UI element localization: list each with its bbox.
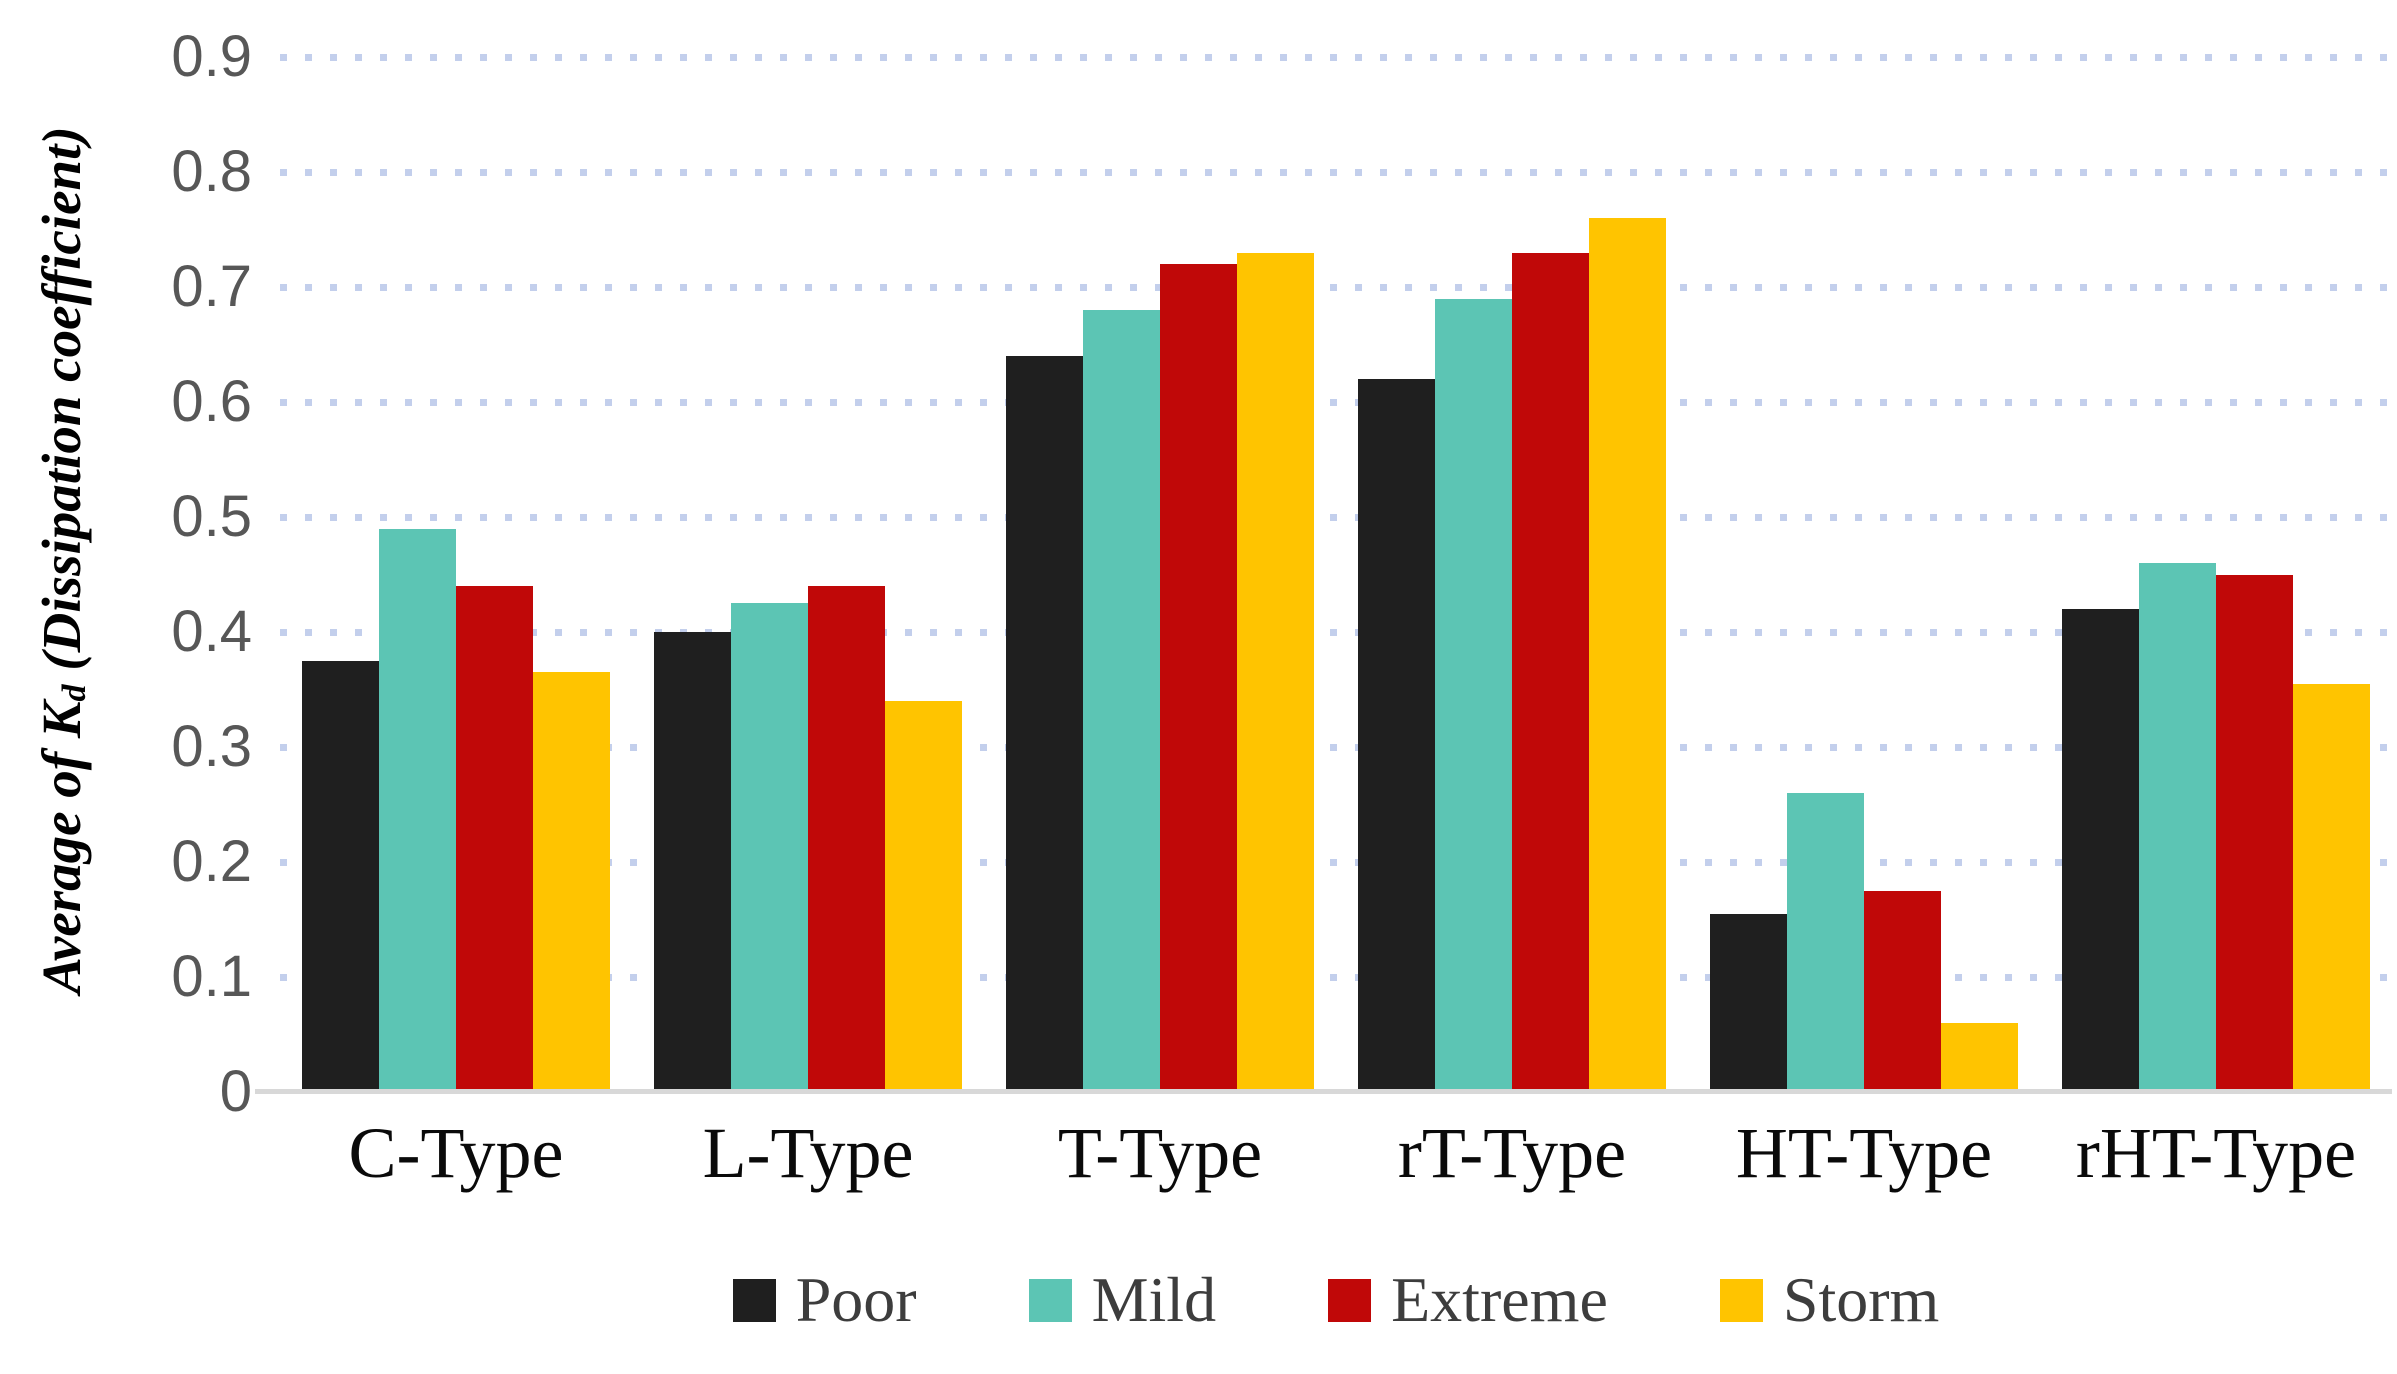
y-tick-label-0.2: 0.2: [171, 829, 252, 894]
y-tick-label-0.8: 0.8: [171, 139, 252, 204]
y-tick-label-0.4: 0.4: [171, 599, 252, 664]
bar-group-rT-Type: [1336, 57, 1688, 1092]
x-label-HT-Type: HT-Type: [1735, 1113, 1993, 1193]
bar-rHT-Type-Storm: [2293, 683, 2370, 1092]
bar-rT-Type-Mild: [1435, 298, 1512, 1092]
bar-rHT-Type-Extreme: [2216, 574, 2293, 1092]
bar-T-Type-Extreme: [1160, 264, 1237, 1092]
legend-label-Mild: Mild: [1091, 1264, 1217, 1335]
bar-rT-Type-Extreme: [1512, 252, 1589, 1092]
bar-L-Type-Mild: [731, 603, 808, 1092]
legend-swatch-Mild: [1028, 1278, 1072, 1322]
bar-group-T-Type: [984, 57, 1336, 1092]
x-label-rT-Type: rT-Type: [1397, 1113, 1627, 1193]
bar-group-rHT-Type: [2040, 57, 2392, 1092]
bar-group-L-Type: [632, 57, 984, 1092]
y-axis-tick-labels: 0 0.1 0.2 0.3 0.4 0.5 0.6 0.7 0.8 0.9: [0, 24, 252, 1124]
bar-HT-Type-Extreme: [1864, 890, 1941, 1092]
y-tick-label-0.1: 0.1: [171, 944, 252, 1009]
legend-swatch-Poor: [732, 1278, 776, 1322]
x-label-T-Type: T-Type: [1057, 1113, 1263, 1193]
bar-C-Type-Poor: [302, 660, 379, 1092]
legend-item-Extreme: Extreme: [1328, 1268, 1608, 1332]
bar-rT-Type-Poor: [1358, 379, 1435, 1092]
bar-C-Type-Extreme: [456, 586, 533, 1092]
y-tick-label-0.9: 0.9: [171, 24, 252, 89]
bar-rHT-Type-Mild: [2139, 563, 2216, 1092]
bar-HT-Type-Mild: [1787, 793, 1864, 1092]
bar-T-Type-Storm: [1237, 252, 1314, 1092]
legend-item-Mild: Mild: [1028, 1264, 1217, 1335]
bar-rHT-Type-Poor: [2062, 609, 2139, 1092]
bar-rT-Type-Storm: [1589, 218, 1666, 1092]
bar-group-HT-Type: [1688, 57, 2040, 1092]
plot-area: [255, 54, 2392, 1094]
legend: Poor Mild Extreme Storm: [280, 1268, 2392, 1332]
y-tick-label-0.6: 0.6: [171, 369, 252, 434]
bar-groups: [280, 57, 2392, 1092]
legend-label-Storm: Storm: [1782, 1264, 1940, 1335]
y-tick-label-0.5: 0.5: [171, 484, 252, 549]
legend-swatch-Extreme: [1328, 1278, 1372, 1322]
bar-L-Type-Storm: [885, 701, 962, 1092]
bar-C-Type-Storm: [533, 672, 610, 1092]
x-label-rHT-Type: rHT-Type: [2075, 1113, 2357, 1193]
x-axis-line: [255, 1089, 2392, 1094]
bar-L-Type-Extreme: [808, 586, 885, 1092]
bar-L-Type-Poor: [654, 632, 731, 1092]
bar-group-C-Type: [280, 57, 632, 1092]
bar-T-Type-Poor: [1006, 356, 1083, 1092]
bar-T-Type-Mild: [1083, 310, 1160, 1092]
x-label-C-Type: C-Type: [348, 1113, 564, 1193]
x-label-L-Type: L-Type: [702, 1113, 914, 1193]
bar-HT-Type-Poor: [1710, 913, 1787, 1092]
x-axis-category-labels: C-Type L-Type T-Type rT-Type HT-Type rHT-Type: [280, 1112, 2392, 1195]
bar-HT-Type-Storm: [1941, 1023, 2018, 1092]
y-tick-label-0: 0: [219, 1059, 252, 1124]
bar-C-Type-Mild: [379, 528, 456, 1092]
y-tick-label-0.7: 0.7: [171, 254, 252, 319]
legend-label-Poor: Poor: [795, 1264, 917, 1335]
legend-item-Storm: Storm: [1719, 1264, 1940, 1335]
legend-label-Extreme: Extreme: [1391, 1264, 1608, 1335]
y-tick-label-0.3: 0.3: [171, 714, 252, 779]
legend-swatch-Storm: [1719, 1278, 1763, 1322]
legend-item-Poor: Poor: [732, 1264, 917, 1335]
